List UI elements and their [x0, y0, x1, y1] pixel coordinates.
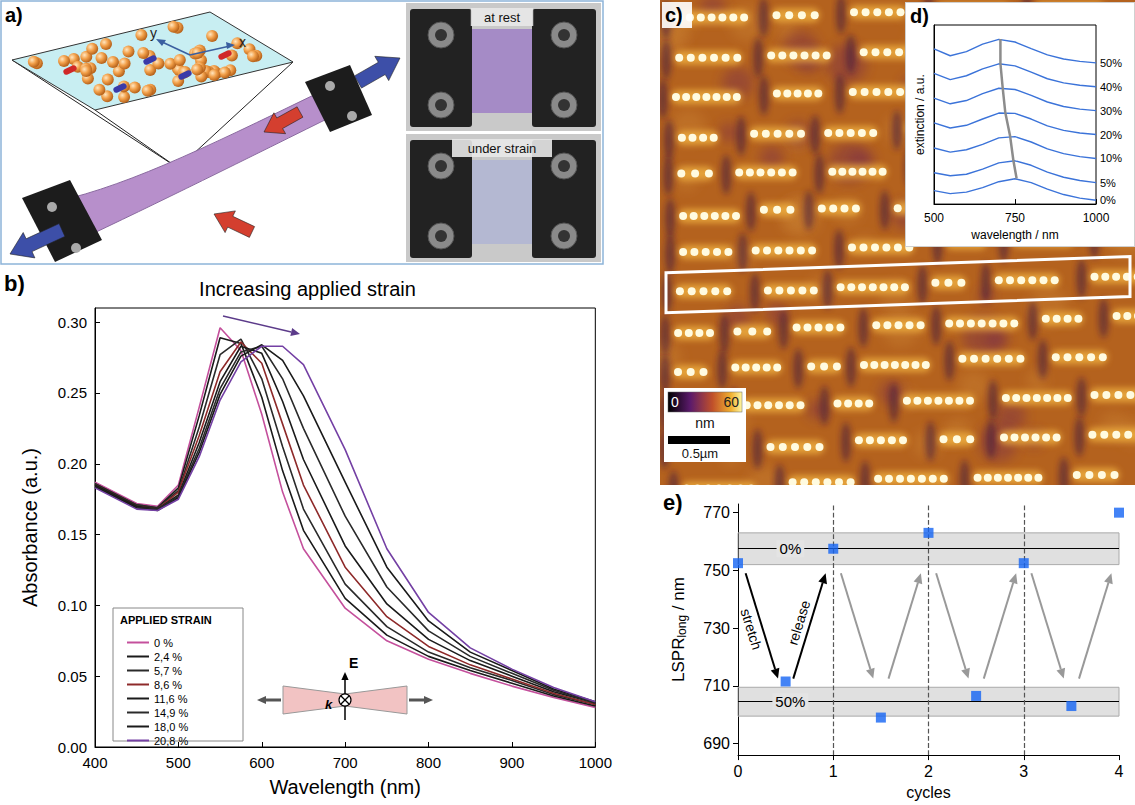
- svg-text:a): a): [5, 4, 23, 26]
- svg-text:e): e): [663, 490, 683, 515]
- svg-text:cycles: cycles: [906, 784, 950, 801]
- svg-text:release: release: [785, 598, 814, 647]
- svg-text:60: 60: [723, 394, 739, 410]
- svg-text:E: E: [349, 655, 358, 671]
- svg-text:800: 800: [416, 754, 441, 771]
- svg-text:under strain: under strain: [468, 141, 537, 156]
- svg-text:b): b): [4, 271, 25, 296]
- svg-text:Absorbance (a.u.): Absorbance (a.u.): [19, 448, 41, 607]
- svg-text:4: 4: [1115, 763, 1124, 780]
- svg-text:wavelength / nm: wavelength / nm: [970, 228, 1058, 242]
- svg-text:8,6 %: 8,6 %: [154, 679, 182, 691]
- svg-text:500: 500: [924, 211, 944, 225]
- svg-text:0.30: 0.30: [58, 314, 87, 331]
- svg-text:5%: 5%: [1100, 177, 1116, 189]
- svg-text:5,7 %: 5,7 %: [154, 665, 182, 677]
- svg-text:14,9 %: 14,9 %: [154, 707, 188, 719]
- svg-text:11,6 %: 11,6 %: [154, 693, 188, 705]
- svg-text:2,4 %: 2,4 %: [154, 651, 182, 663]
- svg-text:730: 730: [703, 620, 730, 637]
- svg-text:50%: 50%: [1100, 57, 1122, 69]
- svg-text:3: 3: [1019, 763, 1028, 780]
- svg-text:y: y: [150, 25, 157, 41]
- svg-text:0.05: 0.05: [58, 668, 87, 685]
- svg-text:500: 500: [166, 754, 191, 771]
- svg-text:770: 770: [703, 504, 730, 521]
- svg-text:0.20: 0.20: [58, 455, 87, 472]
- svg-text:1000: 1000: [579, 754, 612, 771]
- svg-text:50%: 50%: [775, 693, 805, 710]
- svg-text:10%: 10%: [1100, 152, 1122, 164]
- svg-text:0: 0: [734, 763, 743, 780]
- svg-text:18,0 %: 18,0 %: [154, 721, 188, 733]
- svg-text:20%: 20%: [1100, 129, 1122, 141]
- svg-text:0.10: 0.10: [58, 597, 87, 614]
- svg-text:nm: nm: [695, 415, 714, 431]
- svg-text:0.15: 0.15: [58, 526, 87, 543]
- svg-text:2: 2: [924, 763, 933, 780]
- svg-text:0%: 0%: [1100, 194, 1116, 206]
- svg-text:at rest: at rest: [484, 10, 521, 25]
- svg-text:APPLIED STRAIN: APPLIED STRAIN: [120, 614, 212, 626]
- svg-text:750: 750: [703, 562, 730, 579]
- svg-text:0.5µm: 0.5µm: [682, 446, 718, 461]
- svg-text:LSPR: LSPR: [669, 638, 688, 682]
- svg-text:600: 600: [249, 754, 274, 771]
- svg-text:1: 1: [829, 763, 838, 780]
- svg-text:40%: 40%: [1100, 81, 1122, 93]
- svg-text:c): c): [665, 4, 683, 26]
- svg-text:x: x: [239, 34, 246, 50]
- svg-text:20,8 %: 20,8 %: [154, 735, 188, 747]
- svg-text:400: 400: [82, 754, 107, 771]
- svg-text:Wavelength (nm): Wavelength (nm): [269, 776, 421, 798]
- svg-text:0.00: 0.00: [58, 739, 87, 756]
- svg-text:stretch: stretch: [737, 607, 765, 652]
- svg-text:0 %: 0 %: [154, 637, 173, 649]
- svg-text:700: 700: [333, 754, 358, 771]
- svg-text:long: long: [675, 615, 689, 638]
- svg-text:Increasing applied strain: Increasing applied strain: [199, 278, 416, 300]
- svg-text:900: 900: [499, 754, 524, 771]
- svg-text:750: 750: [1005, 211, 1025, 225]
- svg-text:0.25: 0.25: [58, 384, 87, 401]
- svg-text:/ nm: / nm: [669, 577, 688, 615]
- svg-text:0: 0: [671, 394, 679, 410]
- svg-text:0%: 0%: [780, 540, 802, 557]
- svg-text:1000: 1000: [1083, 211, 1110, 225]
- svg-text:k: k: [325, 697, 333, 712]
- svg-text:690: 690: [703, 735, 730, 752]
- svg-text:30%: 30%: [1100, 105, 1122, 117]
- svg-text:extinction / a.u.: extinction / a.u.: [913, 74, 927, 155]
- svg-text:710: 710: [703, 677, 730, 694]
- svg-text:d): d): [910, 5, 929, 27]
